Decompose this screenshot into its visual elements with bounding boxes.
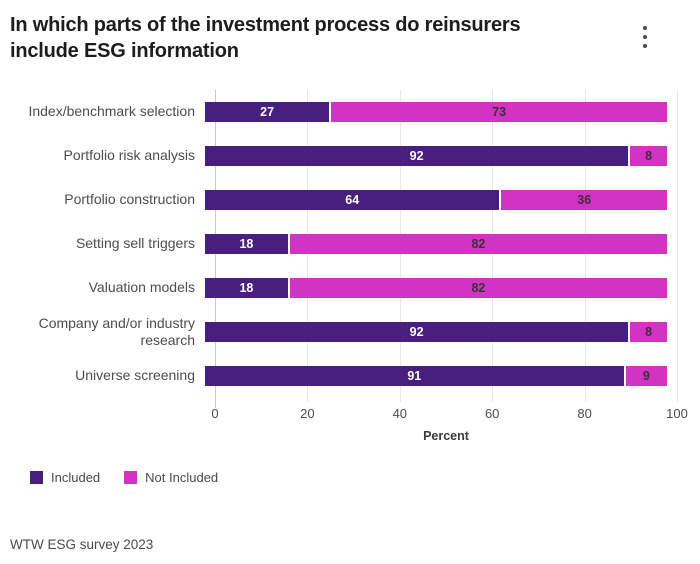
bar-value-label: 18	[239, 237, 254, 251]
kebab-dot	[643, 44, 647, 48]
bar-segment-included[interactable]: 18	[205, 234, 288, 254]
bar-track: 18 82	[205, 278, 667, 298]
bar-value-label: 92	[409, 149, 424, 163]
x-tick-label: 80	[577, 406, 592, 421]
bar-segment-included[interactable]: 64	[205, 190, 500, 210]
bar-segment-not-included[interactable]: 73	[331, 102, 667, 122]
x-axis: 0 20 40 60 80 100	[211, 406, 687, 426]
bar-track: 92 8	[205, 322, 667, 342]
bar-value-label: 18	[239, 281, 254, 295]
category-label: Setting sell triggers	[75, 235, 195, 252]
bar-segment-included[interactable]: 27	[205, 102, 330, 122]
legend-label: Included	[51, 470, 101, 485]
bar-value-label: 8	[645, 325, 653, 339]
kebab-menu-icon[interactable]	[636, 20, 654, 54]
bar-value-label: 8	[645, 149, 653, 163]
bar-value-label: 36	[577, 193, 592, 207]
category-label: Valuation models	[88, 279, 195, 296]
chart-rows: Index/benchmark selection 27 73 Portfolio r…	[10, 90, 690, 398]
legend-item-included: Included	[30, 470, 100, 485]
category-label: Company and/or industry research	[38, 314, 195, 349]
bar-track: 91 9	[205, 366, 667, 386]
bar-value-label: 9	[642, 369, 650, 383]
bar-segment-not-included[interactable]: 82	[289, 234, 667, 254]
chart-row: Valuation models 18 82	[10, 266, 690, 310]
legend-swatch	[124, 471, 138, 484]
chart-title: In which parts of the investment process…	[10, 14, 521, 62]
chart-row: Company and/or industry research 92 8	[10, 310, 690, 354]
bar-value-label: 91	[407, 369, 422, 383]
bar-value-label: 92	[409, 325, 424, 339]
bar-segment-included[interactable]: 92	[205, 146, 629, 166]
chart-row: Portfolio risk analysis 92 8	[10, 134, 690, 178]
kebab-dot	[643, 26, 647, 30]
bar-segment-included[interactable]: 92	[205, 322, 629, 342]
bar-value-label: 82	[471, 237, 486, 251]
bar-segment-included[interactable]: 91	[205, 366, 624, 386]
x-tick-label: 40	[392, 406, 408, 421]
bar-track: 64 36	[205, 190, 667, 210]
source-note: WTW ESG survey 2023	[10, 537, 154, 552]
bar-value-label: 64	[345, 193, 360, 207]
bar-value-label: 73	[492, 105, 507, 119]
chart-row: Index/benchmark selection 27 73	[10, 90, 690, 134]
bar-segment-not-included[interactable]: 9	[625, 366, 667, 386]
x-tick-label: 0	[211, 406, 219, 421]
legend-item-not-included: Not Included	[124, 470, 218, 485]
x-axis-title: Percent	[423, 429, 469, 443]
category-label: Portfolio construction	[64, 191, 195, 208]
x-tick-label: 20	[300, 406, 315, 421]
legend-label: Not Included	[145, 470, 219, 485]
chart-row: Portfolio construction 64 36	[10, 178, 690, 222]
bar-value-label: 82	[471, 281, 486, 295]
bar-track: 92 8	[205, 146, 667, 166]
bar-track: 27 73	[205, 102, 667, 122]
bar-segment-not-included[interactable]: 8	[630, 322, 667, 342]
bar-segment-included[interactable]: 18	[205, 278, 288, 298]
category-label: Index/benchmark selection	[28, 103, 195, 120]
category-label: Universe screening	[75, 367, 195, 384]
bar-segment-not-included[interactable]: 82	[289, 278, 667, 298]
x-tick-label: 100	[666, 406, 688, 421]
bar-segment-not-included[interactable]: 8	[630, 146, 667, 166]
legend-swatch	[30, 471, 43, 484]
bar-value-label: 27	[260, 105, 275, 119]
legend: Included Not Included	[30, 470, 690, 485]
x-tick-label: 60	[484, 406, 500, 421]
bar-segment-not-included[interactable]: 36	[501, 190, 667, 210]
chart-row: Setting sell triggers 18 82	[10, 222, 690, 266]
chart-row: Universe screening 91 9	[10, 354, 690, 398]
header: In which parts of the investment process…	[10, 12, 690, 64]
stacked-bar-chart: Index/benchmark selection 27 73 Portfolio r…	[10, 90, 690, 485]
category-label: Portfolio risk analysis	[63, 147, 196, 164]
bar-track: 18 82	[205, 234, 667, 254]
kebab-dot	[643, 35, 647, 39]
